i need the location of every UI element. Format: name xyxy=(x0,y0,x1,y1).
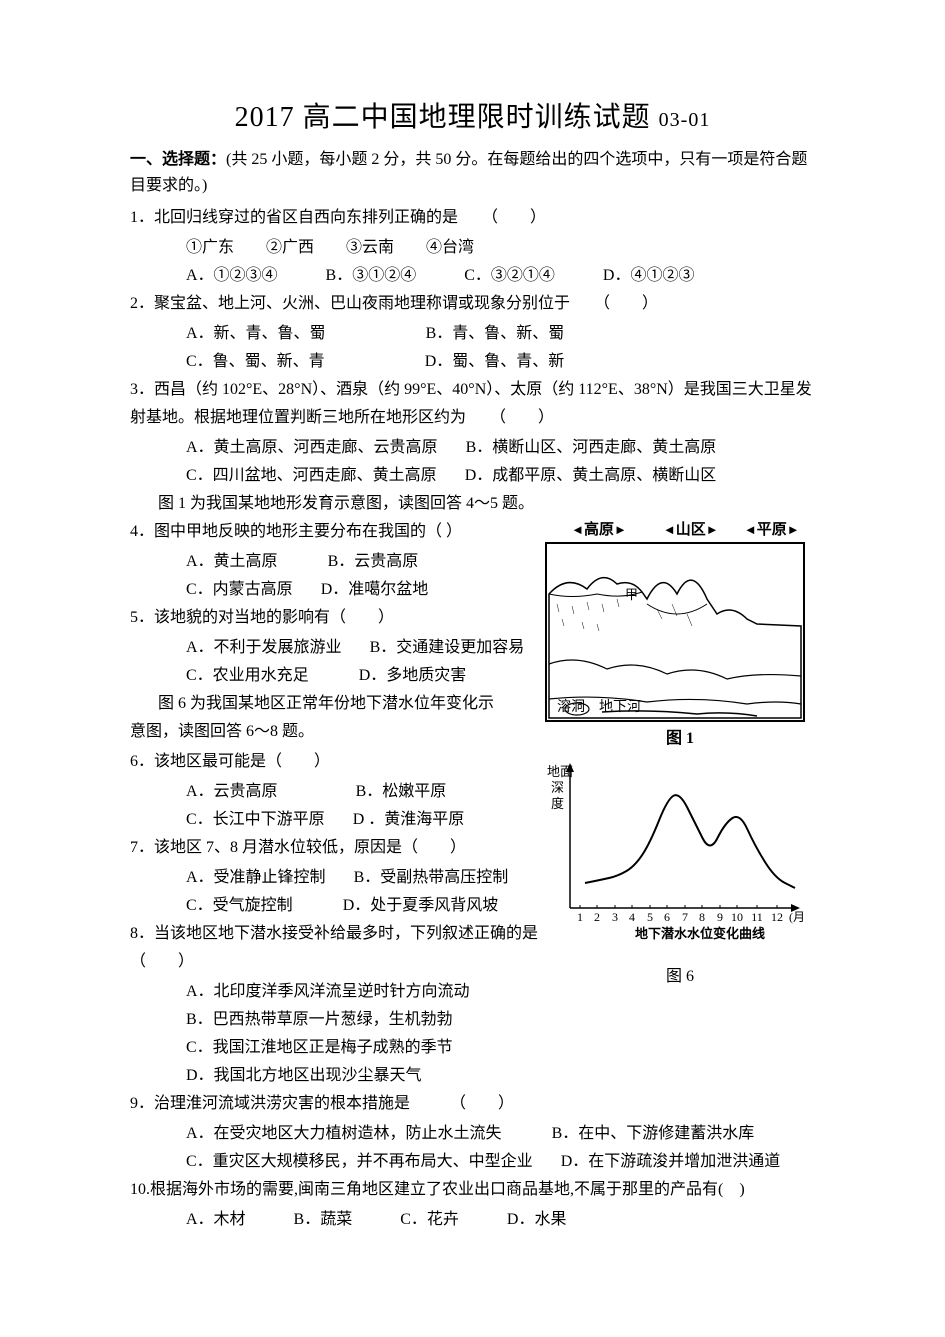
figure-6: 地面 深 度 123 456 789 101112 (月) xyxy=(545,758,805,958)
q2-a: A．新、青、鲁、蜀 xyxy=(186,325,326,342)
q6-c: C．长江中下游平原 xyxy=(186,811,325,828)
svg-text:11: 11 xyxy=(751,910,763,924)
q6-row2: C．长江中下游平原 D ．黄淮海平原 xyxy=(130,806,545,834)
svg-text:10: 10 xyxy=(731,910,743,924)
q6-a: A．云贵高原 xyxy=(186,783,278,800)
q10: 10.根据海外市场的需要,闽南三角地区建立了农业出口商品基地,不属于那里的产品有… xyxy=(130,1176,815,1204)
q7-row1: A．受准静止锋控制 B．受副热带高压控制 xyxy=(130,864,545,892)
q9: 9．治理淮河流域洪涝灾害的根本措施是 （ ） xyxy=(130,1090,815,1118)
svg-text:3: 3 xyxy=(612,910,618,924)
title-main: 2017 高二中国地理限时训练试题 xyxy=(235,102,651,133)
title-sub: 03-01 xyxy=(659,109,711,131)
fig1-jia-label: 甲 xyxy=(625,587,638,602)
q3-b: B．横断山区、河西走廊、黄土高原 xyxy=(466,439,717,456)
q2-b: B．青、鲁、新、蜀 xyxy=(426,325,565,342)
q5-c: C．农业用水充足 xyxy=(186,667,309,684)
svg-text:7: 7 xyxy=(682,910,688,924)
q9-d: D．在下游疏浚并增加泄洪通道 xyxy=(561,1153,781,1170)
figure-1: 甲 溶洞 地下河 xyxy=(545,542,805,722)
fig6-ylabel2: 深 xyxy=(551,780,564,795)
q1-options: A．①②③④ B．③①②④ C．③②①④ D．④①②③ xyxy=(130,262,815,290)
q7-d: D．处于夏季风背风坡 xyxy=(343,897,499,914)
q9-a: A．在受灾地区大力植树造林，防止水土流失 xyxy=(186,1125,502,1142)
intro-fig1: 图 1 为我国某地地形发育示意图，读图回答 4～5 题。 xyxy=(130,490,815,518)
fig1-rongdong: 溶洞 xyxy=(557,700,585,715)
q7-row2: C．受气旋控制 D．处于夏季风背风坡 xyxy=(130,892,545,920)
q4-row2: C．内蒙古高原 D．准噶尔盆地 xyxy=(130,576,545,604)
svg-text:5: 5 xyxy=(647,910,653,924)
q5-a: A．不利于发展旅游业 xyxy=(186,639,342,656)
q5-d: D．多地质灾害 xyxy=(359,667,467,684)
svg-text:9: 9 xyxy=(717,910,723,924)
fig1-label-shanqu: 山区 xyxy=(676,522,706,538)
q4-a: A．黄土高原 xyxy=(186,553,278,570)
q3-d: D．成都平原、黄土高原、横断山区 xyxy=(465,467,717,484)
intro-fig6-b: 意图，读图回答 6～8 题。 xyxy=(130,718,545,746)
q8-c: C．我国江淮地区正是梅子成熟的季节 xyxy=(130,1034,545,1062)
q10-options: A．木材 B．蔬菜 C．花卉 D．水果 xyxy=(130,1206,815,1234)
fig1-caption: 图 1 xyxy=(545,724,815,748)
fig1-dixiahe: 地下河 xyxy=(599,700,641,715)
fig6-xticks: 123 456 789 101112 xyxy=(577,910,783,924)
q4: 4．图中甲地反映的地形主要分布在我国的（ ） xyxy=(130,518,545,546)
svg-text:8: 8 xyxy=(699,910,705,924)
section-1-label: 一、选择题： xyxy=(130,151,226,168)
svg-text:1: 1 xyxy=(577,910,583,924)
fig1-label-gaoyuan: 高原 xyxy=(584,522,614,538)
q7-a: A．受准静止锋控制 xyxy=(186,869,326,886)
q5-b: B．交通建设更加容易 xyxy=(370,639,525,656)
svg-text:4: 4 xyxy=(629,910,635,924)
q9-b: B．在中、下游修建蓄洪水库 xyxy=(552,1125,755,1142)
section-1-header: 一、选择题：(共 25 小题，每小题 2 分，共 50 分。在每题给出的四个选项… xyxy=(130,147,815,198)
q7: 7．该地区 7、8 月潜水位较低，原因是（ ） xyxy=(130,834,545,862)
q8-a: A．北印度洋季风洋流呈逆时针方向流动 xyxy=(130,978,545,1006)
q5: 5．该地貌的对当地的影响有（ ） xyxy=(130,604,545,632)
fig1-top-labels: ◄高原► ◄山区► ◄平原► xyxy=(545,518,815,539)
q4-d: D．准噶尔盆地 xyxy=(321,581,429,598)
q6: 6．该地区最可能是（ ） xyxy=(130,748,545,776)
svg-text:6: 6 xyxy=(664,910,670,924)
fig1-label-pingyuan: 平原 xyxy=(757,522,787,538)
q3-a: A．黄土高原、河西走廊、云贵高原 xyxy=(186,439,438,456)
q5-row2: C．农业用水充足 D．多地质灾害 xyxy=(130,662,545,690)
intro-fig6-a: 图 6 为我国某地区正常年份地下潜水位年变化示 xyxy=(130,690,545,718)
q8: 8．当该地区地下潜水接受补给最多时，下列叙述正确的是（ ） xyxy=(130,920,545,976)
q9-row2: C．重灾区大规模移民，并不再布局大、中型企业 D．在下游疏浚并增加泄洪通道 xyxy=(130,1148,815,1176)
q2-options-row1: A．新、青、鲁、蜀 B．青、鲁、新、蜀 xyxy=(130,320,815,348)
q8-d: D．我国北方地区出现沙尘暴天气 xyxy=(130,1062,545,1090)
q8-b: B．巴西热带草原一片葱绿，生机勃勃 xyxy=(130,1006,545,1034)
q4-c: C．内蒙古高原 xyxy=(186,581,293,598)
q3-options-row1: A．黄土高原、河西走廊、云贵高原 B．横断山区、河西走廊、黄土高原 xyxy=(130,434,815,462)
fig6-caption: 图 6 xyxy=(545,962,815,986)
q4-b: B．云贵高原 xyxy=(328,553,419,570)
fig6-xunit: (月) xyxy=(789,910,805,924)
q2: 2．聚宝盆、地上河、火洲、巴山夜雨地理称谓或现象分别位于 （ ） xyxy=(130,290,815,318)
svg-text:12: 12 xyxy=(771,910,783,924)
q2-d: D．蜀、鲁、青、新 xyxy=(425,353,565,370)
q6-b: B．松嫩平原 xyxy=(356,783,447,800)
q1: 1．北回归线穿过的省区自西向东排列正确的是 （ ） xyxy=(130,204,815,232)
q9-c: C．重灾区大规模移民，并不再布局大、中型企业 xyxy=(186,1153,533,1170)
q7-c: C．受气旋控制 xyxy=(186,897,293,914)
q9-row1: A．在受灾地区大力植树造林，防止水土流失 B．在中、下游修建蓄洪水库 xyxy=(130,1120,815,1148)
q4-row1: A．黄土高原 B．云贵高原 xyxy=(130,548,545,576)
q6-row1: A．云贵高原 B．松嫩平原 xyxy=(130,778,545,806)
fig6-ylabel1: 地面 xyxy=(547,764,573,779)
q3-c: C．四川盆地、河西走廊、黄土高原 xyxy=(186,467,437,484)
q5-row1: A．不利于发展旅游业 B．交通建设更加容易 xyxy=(130,634,545,662)
q2-c: C．鲁、蜀、新、青 xyxy=(186,353,325,370)
q3-options-row2: C．四川盆地、河西走廊、黄土高原 D．成都平原、黄土高原、横断山区 xyxy=(130,462,815,490)
fig1-bottom-labels: 溶洞 地下河 xyxy=(557,696,641,716)
q2-options-row2: C．鲁、蜀、新、青 D．蜀、鲁、青、新 xyxy=(130,348,815,376)
fig6-xlabel: 地下潜水水位变化曲线 xyxy=(635,926,765,941)
page-title: 2017 高二中国地理限时训练试题 03-01 xyxy=(130,95,815,135)
q1-items: ①广东 ②广西 ③云南 ④台湾 xyxy=(130,234,815,262)
q7-b: B．受副热带高压控制 xyxy=(354,869,509,886)
svg-text:2: 2 xyxy=(594,910,600,924)
section-1-desc: (共 25 小题，每小题 2 分，共 50 分。在每题给出的四个选项中，只有一项… xyxy=(130,151,807,194)
fig6-ylabel3: 度 xyxy=(551,796,564,811)
q6-d: D ．黄淮海平原 xyxy=(353,811,465,828)
q3: 3．西昌（约 102°E、28°N）、酒泉（约 99°E、40°N）、太原（约 … xyxy=(130,376,815,432)
